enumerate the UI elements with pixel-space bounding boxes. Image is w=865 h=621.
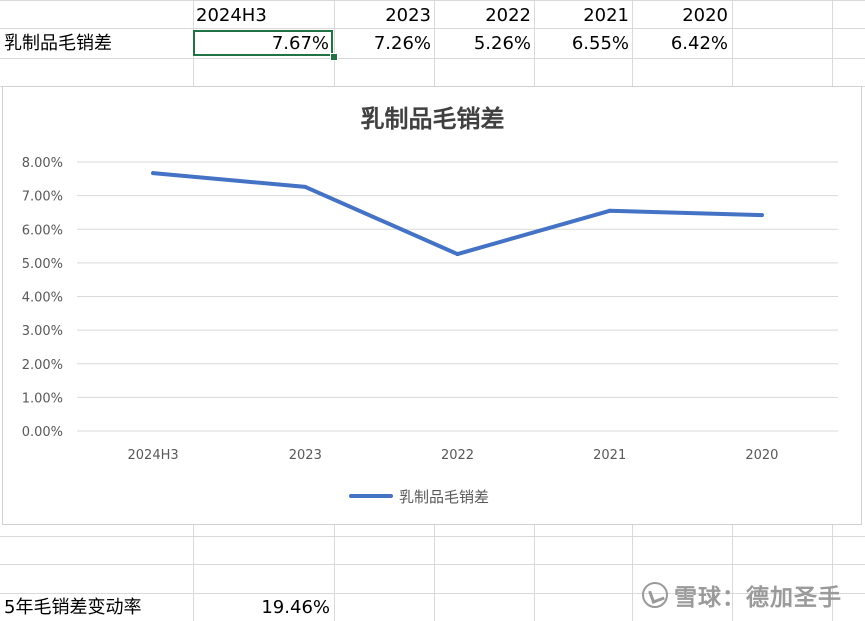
selected-cell-outline[interactable] <box>193 30 333 56</box>
x-tick-label: 2021 <box>593 448 626 463</box>
header-2020[interactable]: 2020 <box>682 5 728 26</box>
data-point <box>607 208 612 213</box>
value-2022[interactable]: 5.26% <box>473 33 531 54</box>
header-2023[interactable]: 2023 <box>385 5 431 26</box>
legend-label: 乳制品毛销差 <box>399 488 489 506</box>
header-2024h3[interactable]: 2024H3 <box>196 5 267 26</box>
x-tick-label: 2023 <box>289 448 322 463</box>
y-tick-label: 3.00% <box>22 324 63 339</box>
watermark-text: 雪球：德加圣手 <box>674 585 842 611</box>
value-2024h3[interactable]: 7.67% <box>271 33 329 54</box>
y-tick-label: 6.00% <box>22 223 63 238</box>
data-point <box>151 171 156 176</box>
value-2023[interactable]: 7.26% <box>373 33 431 54</box>
value-2020[interactable]: 6.42% <box>670 33 728 54</box>
watermark: 雪球：德加圣手 <box>642 579 842 611</box>
x-tick-label: 2024H3 <box>128 448 179 463</box>
y-tick-label: 5.00% <box>22 257 63 272</box>
data-point <box>303 184 308 189</box>
y-tick-label: 1.00% <box>22 391 63 406</box>
snowball-logo-icon <box>642 582 668 608</box>
data-point <box>759 213 764 218</box>
y-tick-label: 7.00% <box>22 190 63 205</box>
chart-canvas: 乳制品毛销差 0.00% 1.00% 2.00% 3.00% 4.00% 5.00% 6.00… <box>22 105 838 506</box>
value-2021[interactable]: 6.55% <box>571 33 629 54</box>
header-2022[interactable]: 2022 <box>485 5 531 26</box>
y-tick-label: 4.00% <box>22 291 63 306</box>
summary-value[interactable]: 19.46% <box>261 597 330 618</box>
y-tick-label: 2.00% <box>22 358 63 373</box>
data-point <box>455 252 460 257</box>
series-line <box>151 171 764 257</box>
y-tick-label: 8.00% <box>22 156 63 171</box>
row-label-dairy-margin[interactable]: 乳制品毛销差 <box>4 33 112 54</box>
line-chart[interactable]: 乳制品毛销差 0.00% 1.00% 2.00% 3.00% 4.00% 5.00% 6.00… <box>2 86 862 525</box>
header-2021[interactable]: 2021 <box>583 5 629 26</box>
fill-handle[interactable] <box>330 53 338 61</box>
y-tick-label: 0.00% <box>22 425 63 440</box>
chart-title: 乳制品毛销差 <box>361 105 505 133</box>
summary-label[interactable]: 5年毛销差变动率 <box>4 597 142 618</box>
x-tick-label: 2022 <box>441 448 474 463</box>
x-tick-label: 2020 <box>745 448 778 463</box>
